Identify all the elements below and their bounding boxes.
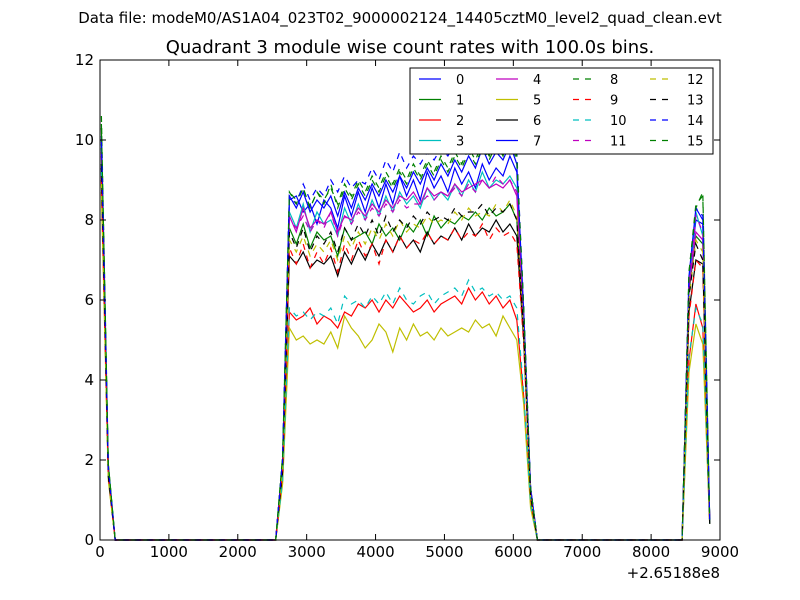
- legend-label-6: 6: [533, 114, 541, 129]
- x-tick-label: 5000: [425, 543, 463, 561]
- legend-box: [409, 67, 714, 155]
- series-line-2: [100, 175, 711, 541]
- series-line-4: [100, 155, 711, 541]
- x-tick-label: 3000: [288, 543, 326, 561]
- x-tick-label: 0: [95, 543, 105, 561]
- series-line-3: [100, 143, 711, 541]
- y-tick-label: 6: [84, 291, 94, 309]
- y-tick-label: 0: [84, 531, 94, 549]
- x-tick-label: 7000: [563, 543, 601, 561]
- legend-label-0: 0: [456, 73, 464, 88]
- y-tick-label: 12: [75, 51, 94, 69]
- series-line-12: [100, 183, 711, 541]
- legend-label-2: 2: [456, 114, 464, 129]
- legend-label-7: 7: [533, 135, 541, 150]
- x-tick-label: 6000: [494, 543, 532, 561]
- x-tick-label: 2000: [219, 543, 257, 561]
- y-tick-label: 4: [84, 371, 94, 389]
- series-line-9: [100, 179, 711, 541]
- legend-label-14: 14: [687, 114, 704, 129]
- legend-label-4: 4: [533, 73, 541, 88]
- x-offset-label: +2.65188e8: [627, 564, 720, 582]
- series-line-14: [100, 126, 711, 541]
- x-tick-label: 1000: [150, 543, 188, 561]
- legend-label-3: 3: [456, 135, 464, 150]
- series-line-11: [100, 151, 711, 541]
- legend-label-15: 15: [687, 135, 704, 150]
- series-line-10: [100, 171, 711, 541]
- series-line-15: [100, 123, 711, 541]
- series-layer: [100, 115, 711, 541]
- y-tick-label: 8: [84, 211, 94, 229]
- legend-label-11: 11: [610, 135, 627, 150]
- legend-label-1: 1: [456, 94, 464, 109]
- chart-title: Quadrant 3 module wise count rates with …: [165, 37, 655, 58]
- x-tick-label: 9000: [701, 543, 739, 561]
- axis-ticks: 0 1000 2000 3000 4000 5000 6000 7000 8000 9000 0 2 4…: [75, 51, 739, 561]
- x-tick-label: 4000: [356, 543, 394, 561]
- figure-suptitle: Data file: modeM0/AS1A04_023T02_90000021…: [78, 9, 722, 27]
- legend-label-12: 12: [687, 73, 704, 88]
- x-tick-label: 8000: [632, 543, 670, 561]
- legend-label-10: 10: [610, 114, 627, 129]
- y-tick-label: 10: [75, 131, 94, 149]
- series-line-1: [100, 127, 711, 541]
- series-line-8: [100, 115, 711, 541]
- y-tick-label: 2: [84, 451, 94, 469]
- series-line-5: [100, 191, 711, 541]
- series-line-6: [100, 167, 711, 541]
- legend-label-8: 8: [610, 73, 618, 88]
- legend-label-13: 13: [687, 94, 704, 109]
- series-line-13: [100, 163, 711, 541]
- legend-label-5: 5: [533, 94, 541, 109]
- legend-label-9: 9: [610, 94, 618, 109]
